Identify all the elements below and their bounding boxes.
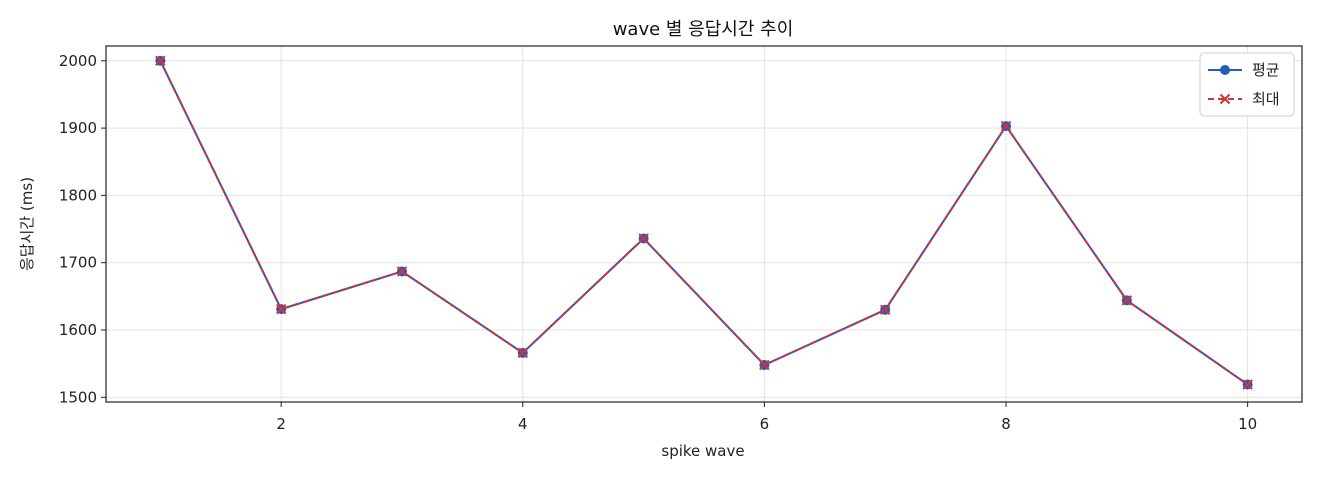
y-tick-label: 1600 <box>59 321 97 339</box>
x-marker-stroke <box>1242 379 1253 390</box>
data-point-x-marker <box>275 303 287 315</box>
x-marker-stroke <box>759 359 770 371</box>
x-marker-stroke <box>1000 120 1012 132</box>
y-axis-title: 응답시간 (ms) <box>18 177 36 271</box>
series-line <box>159 60 1249 386</box>
x-marker-stroke <box>396 266 408 277</box>
x-marker-stroke <box>638 233 649 244</box>
data-point-x-marker <box>155 55 166 67</box>
plot-area-frame <box>105 45 1303 403</box>
x-marker-stroke <box>880 304 891 316</box>
x-marker-stroke <box>155 55 166 67</box>
legend-item-mean: 평균 <box>1208 61 1280 79</box>
x-axis-ticks: 2 4 6 8 10 <box>276 402 1257 433</box>
x-tick-label: 8 <box>1001 415 1011 433</box>
series-max <box>155 55 1253 390</box>
y-tick-label: 1700 <box>59 254 97 272</box>
x-axis-title: spike wave <box>661 442 744 460</box>
x-marker-stroke <box>275 303 287 315</box>
chart-title: wave 별 응답시간 추이 <box>613 19 794 40</box>
y-tick-label: 1500 <box>59 388 97 406</box>
x-tick-label: 10 <box>1238 415 1257 433</box>
legend-box <box>1199 52 1295 117</box>
series-layer <box>155 55 1253 390</box>
legend-item-max: 최대 <box>1208 90 1280 108</box>
x-marker-stroke <box>517 347 528 359</box>
legend-marker <box>1219 93 1231 105</box>
data-point-x-marker <box>396 266 408 277</box>
series-mean <box>155 55 1253 390</box>
data-point-x-marker <box>1121 295 1133 306</box>
grid-lines <box>106 46 1302 402</box>
data-point-x-marker <box>1000 120 1012 132</box>
data-point-x-marker <box>638 233 649 244</box>
data-point-x-marker <box>759 359 770 371</box>
y-tick-label: 2000 <box>59 52 97 70</box>
data-point-x-marker <box>880 304 891 316</box>
x-tick-label: 2 <box>276 415 286 433</box>
legend-label: 평균 <box>1252 61 1280 79</box>
x-marker-stroke <box>1121 295 1133 306</box>
data-point-x-marker <box>1242 379 1253 390</box>
x-tick-label: 4 <box>518 415 528 433</box>
y-tick-label: 1800 <box>59 186 97 204</box>
legend-label: 최대 <box>1252 90 1280 108</box>
data-point-x-marker <box>517 347 528 359</box>
x-tick-label: 6 <box>760 415 770 433</box>
legend-marker <box>1220 65 1230 75</box>
series-line <box>159 60 1249 386</box>
y-tick-label: 1900 <box>59 119 97 137</box>
y-axis-ticks: 1500 1600 1700 1800 1900 2000 <box>59 52 106 406</box>
